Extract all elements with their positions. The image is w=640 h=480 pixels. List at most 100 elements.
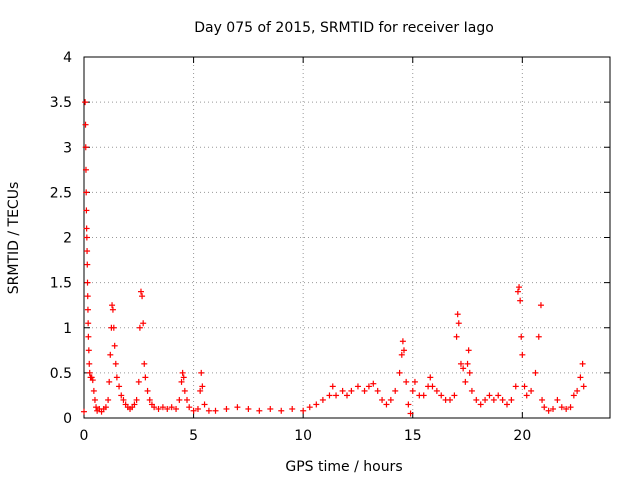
data-point (234, 404, 241, 411)
data-point (453, 333, 460, 340)
ticks-layer: 0 0.5 1 1.5 2 2.5 3 3.5 4 0 5 10 15 20 (50, 50, 610, 444)
data-point (570, 392, 577, 399)
data-point (111, 342, 118, 349)
data-point (454, 311, 461, 318)
data-point (407, 410, 414, 417)
data-point (466, 369, 473, 376)
data-point (516, 284, 523, 291)
data-point (112, 360, 119, 367)
data-point (198, 369, 205, 376)
data-point (306, 404, 313, 411)
data-point (116, 383, 123, 390)
x-tick-label: 10 (294, 428, 312, 444)
y-axis-title: SRMTID / TECUs (6, 182, 22, 295)
data-point (84, 293, 91, 300)
data-point (365, 383, 372, 390)
data-point (194, 405, 201, 412)
data-point (184, 396, 191, 403)
plot-frame (83, 56, 611, 419)
data-point (181, 387, 188, 394)
data-point (267, 405, 274, 412)
data-point (197, 387, 204, 394)
data-point (532, 369, 539, 376)
data-point (140, 320, 147, 327)
data-point (455, 320, 462, 327)
data-point (212, 407, 219, 414)
data-point (84, 306, 91, 313)
data-point (577, 374, 584, 381)
data-point (164, 405, 171, 412)
data-point (85, 347, 92, 354)
data-point (205, 407, 212, 414)
data-point (85, 320, 92, 327)
data-point (383, 401, 390, 408)
data-point (579, 360, 586, 367)
data-point (370, 380, 377, 387)
data-point (503, 401, 510, 408)
data-point (109, 302, 116, 309)
data-point (109, 306, 116, 313)
data-point (201, 401, 208, 408)
data-point (142, 374, 149, 381)
data-point (136, 324, 143, 331)
grid-layer (84, 57, 610, 418)
data-point (517, 297, 524, 304)
data-point (85, 333, 92, 340)
data-point (110, 324, 117, 331)
chart-title: Day 075 of 2015, SRMTID for receiver Iag… (194, 20, 494, 36)
data-point (168, 404, 175, 411)
data-layer (81, 99, 587, 417)
data-point (518, 333, 525, 340)
data-point (179, 369, 186, 376)
data-point (84, 248, 91, 255)
data-point (427, 374, 434, 381)
data-point (521, 383, 528, 390)
data-point (374, 387, 381, 394)
data-point (387, 396, 394, 403)
data-point (144, 387, 151, 394)
data-point (464, 360, 471, 367)
data-point (482, 396, 489, 403)
data-point (146, 396, 153, 403)
data-point (539, 396, 546, 403)
data-point (82, 99, 89, 106)
data-point (400, 347, 407, 354)
data-point (567, 404, 574, 411)
data-point (84, 279, 91, 286)
data-point (495, 392, 502, 399)
data-point (89, 377, 96, 384)
data-point (137, 288, 144, 295)
data-point (139, 293, 146, 300)
data-point (398, 351, 405, 358)
data-point (399, 338, 406, 345)
data-point (107, 351, 114, 358)
data-point (83, 207, 90, 214)
data-point (405, 401, 412, 408)
data-point (300, 407, 307, 414)
data-point (447, 396, 454, 403)
data-point (460, 365, 467, 372)
x-tick-label: 20 (513, 428, 531, 444)
data-point (339, 387, 346, 394)
data-point (186, 404, 193, 411)
data-point (486, 392, 493, 399)
data-point (379, 396, 386, 403)
data-point (135, 378, 142, 385)
data-point (348, 387, 355, 394)
data-point (319, 396, 326, 403)
y-tick-label: 2 (63, 231, 72, 247)
data-point (361, 387, 368, 394)
y-tick-label: 0 (63, 411, 72, 427)
y-tick-label: 2.5 (50, 185, 72, 201)
data-point (86, 360, 93, 367)
data-point (473, 396, 480, 403)
data-point (81, 408, 87, 415)
data-point (519, 351, 526, 358)
data-point (106, 378, 113, 385)
data-point (84, 261, 91, 268)
data-point (545, 407, 552, 414)
x-tick-label: 15 (404, 428, 422, 444)
data-point (574, 387, 581, 394)
data-point (102, 404, 109, 411)
